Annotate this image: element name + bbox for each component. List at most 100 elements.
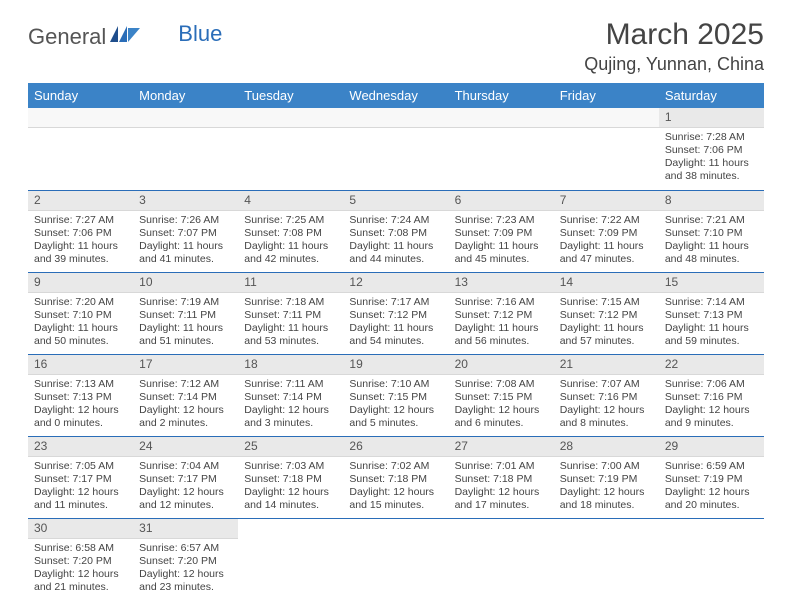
sunset-text: Sunset: 7:07 PM (139, 227, 232, 240)
daylight-text: Daylight: 11 hours and 56 minutes. (455, 322, 548, 348)
month-title: March 2025 (584, 18, 764, 52)
calendar-day-cell: 21Sunrise: 7:07 AMSunset: 7:16 PMDayligh… (554, 354, 659, 436)
calendar-day-cell: 18Sunrise: 7:11 AMSunset: 7:14 PMDayligh… (238, 354, 343, 436)
day-number: 21 (554, 355, 659, 375)
calendar-week-row: 30Sunrise: 6:58 AMSunset: 7:20 PMDayligh… (28, 518, 764, 600)
day-number: 27 (449, 437, 554, 457)
sunrise-text: Sunrise: 7:03 AM (244, 460, 337, 473)
calendar-day-cell: 4Sunrise: 7:25 AMSunset: 7:08 PMDaylight… (238, 190, 343, 272)
day-number: 12 (343, 273, 448, 293)
sunrise-text: Sunrise: 7:16 AM (455, 296, 548, 309)
sunset-text: Sunset: 7:17 PM (34, 473, 127, 486)
calendar-day-cell (343, 518, 448, 600)
day-details: Sunrise: 7:08 AMSunset: 7:15 PMDaylight:… (449, 375, 554, 435)
day-number: 22 (659, 355, 764, 375)
day-header: Friday (554, 83, 659, 108)
calendar-day-cell: 6Sunrise: 7:23 AMSunset: 7:09 PMDaylight… (449, 190, 554, 272)
sunrise-text: Sunrise: 7:08 AM (455, 378, 548, 391)
sunrise-text: Sunrise: 7:01 AM (455, 460, 548, 473)
day-number: 16 (28, 355, 133, 375)
calendar-day-cell: 29Sunrise: 6:59 AMSunset: 7:19 PMDayligh… (659, 436, 764, 518)
calendar-day-cell (659, 518, 764, 600)
daylight-text: Daylight: 11 hours and 38 minutes. (665, 157, 758, 183)
sunset-text: Sunset: 7:13 PM (665, 309, 758, 322)
day-details: Sunrise: 7:03 AMSunset: 7:18 PMDaylight:… (238, 457, 343, 517)
sunset-text: Sunset: 7:11 PM (139, 309, 232, 322)
brand-word-general: General (28, 24, 106, 50)
day-details: Sunrise: 7:15 AMSunset: 7:12 PMDaylight:… (554, 293, 659, 353)
day-details: Sunrise: 7:05 AMSunset: 7:17 PMDaylight:… (28, 457, 133, 517)
daylight-text: Daylight: 12 hours and 6 minutes. (455, 404, 548, 430)
day-details: Sunrise: 6:59 AMSunset: 7:19 PMDaylight:… (659, 457, 764, 517)
sunset-text: Sunset: 7:19 PM (560, 473, 653, 486)
day-number: 25 (238, 437, 343, 457)
day-number-empty (449, 108, 554, 128)
daylight-text: Daylight: 11 hours and 57 minutes. (560, 322, 653, 348)
sunset-text: Sunset: 7:14 PM (244, 391, 337, 404)
brand-logo: General Blue (28, 24, 222, 50)
sunset-text: Sunset: 7:06 PM (34, 227, 127, 240)
calendar-day-cell (238, 108, 343, 190)
day-details: Sunrise: 7:24 AMSunset: 7:08 PMDaylight:… (343, 211, 448, 271)
sunset-text: Sunset: 7:09 PM (560, 227, 653, 240)
day-header: Sunday (28, 83, 133, 108)
day-details: Sunrise: 7:20 AMSunset: 7:10 PMDaylight:… (28, 293, 133, 353)
sunrise-text: Sunrise: 7:17 AM (349, 296, 442, 309)
sunset-text: Sunset: 7:19 PM (665, 473, 758, 486)
calendar-day-cell: 28Sunrise: 7:00 AMSunset: 7:19 PMDayligh… (554, 436, 659, 518)
calendar-day-cell (554, 518, 659, 600)
day-details: Sunrise: 7:16 AMSunset: 7:12 PMDaylight:… (449, 293, 554, 353)
calendar-day-cell (449, 518, 554, 600)
calendar-day-cell (449, 108, 554, 190)
calendar-day-cell: 31Sunrise: 6:57 AMSunset: 7:20 PMDayligh… (133, 518, 238, 600)
sunset-text: Sunset: 7:14 PM (139, 391, 232, 404)
sunrise-text: Sunrise: 7:00 AM (560, 460, 653, 473)
day-details: Sunrise: 7:01 AMSunset: 7:18 PMDaylight:… (449, 457, 554, 517)
day-number: 9 (28, 273, 133, 293)
calendar-day-cell: 8Sunrise: 7:21 AMSunset: 7:10 PMDaylight… (659, 190, 764, 272)
day-details: Sunrise: 7:18 AMSunset: 7:11 PMDaylight:… (238, 293, 343, 353)
day-number-empty (238, 108, 343, 128)
day-details: Sunrise: 7:22 AMSunset: 7:09 PMDaylight:… (554, 211, 659, 271)
sunset-text: Sunset: 7:20 PM (34, 555, 127, 568)
daylight-text: Daylight: 12 hours and 2 minutes. (139, 404, 232, 430)
calendar-day-cell: 5Sunrise: 7:24 AMSunset: 7:08 PMDaylight… (343, 190, 448, 272)
daylight-text: Daylight: 11 hours and 45 minutes. (455, 240, 548, 266)
day-number: 5 (343, 191, 448, 211)
sunset-text: Sunset: 7:11 PM (244, 309, 337, 322)
calendar-day-cell: 19Sunrise: 7:10 AMSunset: 7:15 PMDayligh… (343, 354, 448, 436)
sunset-text: Sunset: 7:12 PM (560, 309, 653, 322)
sunset-text: Sunset: 7:18 PM (244, 473, 337, 486)
day-number: 29 (659, 437, 764, 457)
day-header: Saturday (659, 83, 764, 108)
sunrise-text: Sunrise: 7:20 AM (34, 296, 127, 309)
sunrise-text: Sunrise: 7:28 AM (665, 131, 758, 144)
daylight-text: Daylight: 12 hours and 5 minutes. (349, 404, 442, 430)
day-details: Sunrise: 7:02 AMSunset: 7:18 PMDaylight:… (343, 457, 448, 517)
day-details: Sunrise: 7:23 AMSunset: 7:09 PMDaylight:… (449, 211, 554, 271)
calendar-day-cell: 10Sunrise: 7:19 AMSunset: 7:11 PMDayligh… (133, 272, 238, 354)
sunrise-text: Sunrise: 7:23 AM (455, 214, 548, 227)
day-number: 7 (554, 191, 659, 211)
calendar-day-cell: 27Sunrise: 7:01 AMSunset: 7:18 PMDayligh… (449, 436, 554, 518)
calendar-day-cell: 11Sunrise: 7:18 AMSunset: 7:11 PMDayligh… (238, 272, 343, 354)
day-details: Sunrise: 7:25 AMSunset: 7:08 PMDaylight:… (238, 211, 343, 271)
day-header: Wednesday (343, 83, 448, 108)
sunrise-text: Sunrise: 7:15 AM (560, 296, 653, 309)
daylight-text: Daylight: 11 hours and 47 minutes. (560, 240, 653, 266)
calendar-day-cell: 14Sunrise: 7:15 AMSunset: 7:12 PMDayligh… (554, 272, 659, 354)
daylight-text: Daylight: 11 hours and 53 minutes. (244, 322, 337, 348)
day-details: Sunrise: 7:00 AMSunset: 7:19 PMDaylight:… (554, 457, 659, 517)
sunrise-text: Sunrise: 7:14 AM (665, 296, 758, 309)
sunrise-text: Sunrise: 7:11 AM (244, 378, 337, 391)
day-number: 1 (659, 108, 764, 128)
calendar-day-cell: 13Sunrise: 7:16 AMSunset: 7:12 PMDayligh… (449, 272, 554, 354)
day-header: Tuesday (238, 83, 343, 108)
day-details: Sunrise: 7:04 AMSunset: 7:17 PMDaylight:… (133, 457, 238, 517)
day-number: 2 (28, 191, 133, 211)
day-number: 24 (133, 437, 238, 457)
day-details: Sunrise: 7:21 AMSunset: 7:10 PMDaylight:… (659, 211, 764, 271)
sunset-text: Sunset: 7:12 PM (349, 309, 442, 322)
daylight-text: Daylight: 11 hours and 51 minutes. (139, 322, 232, 348)
sunrise-text: Sunrise: 6:58 AM (34, 542, 127, 555)
